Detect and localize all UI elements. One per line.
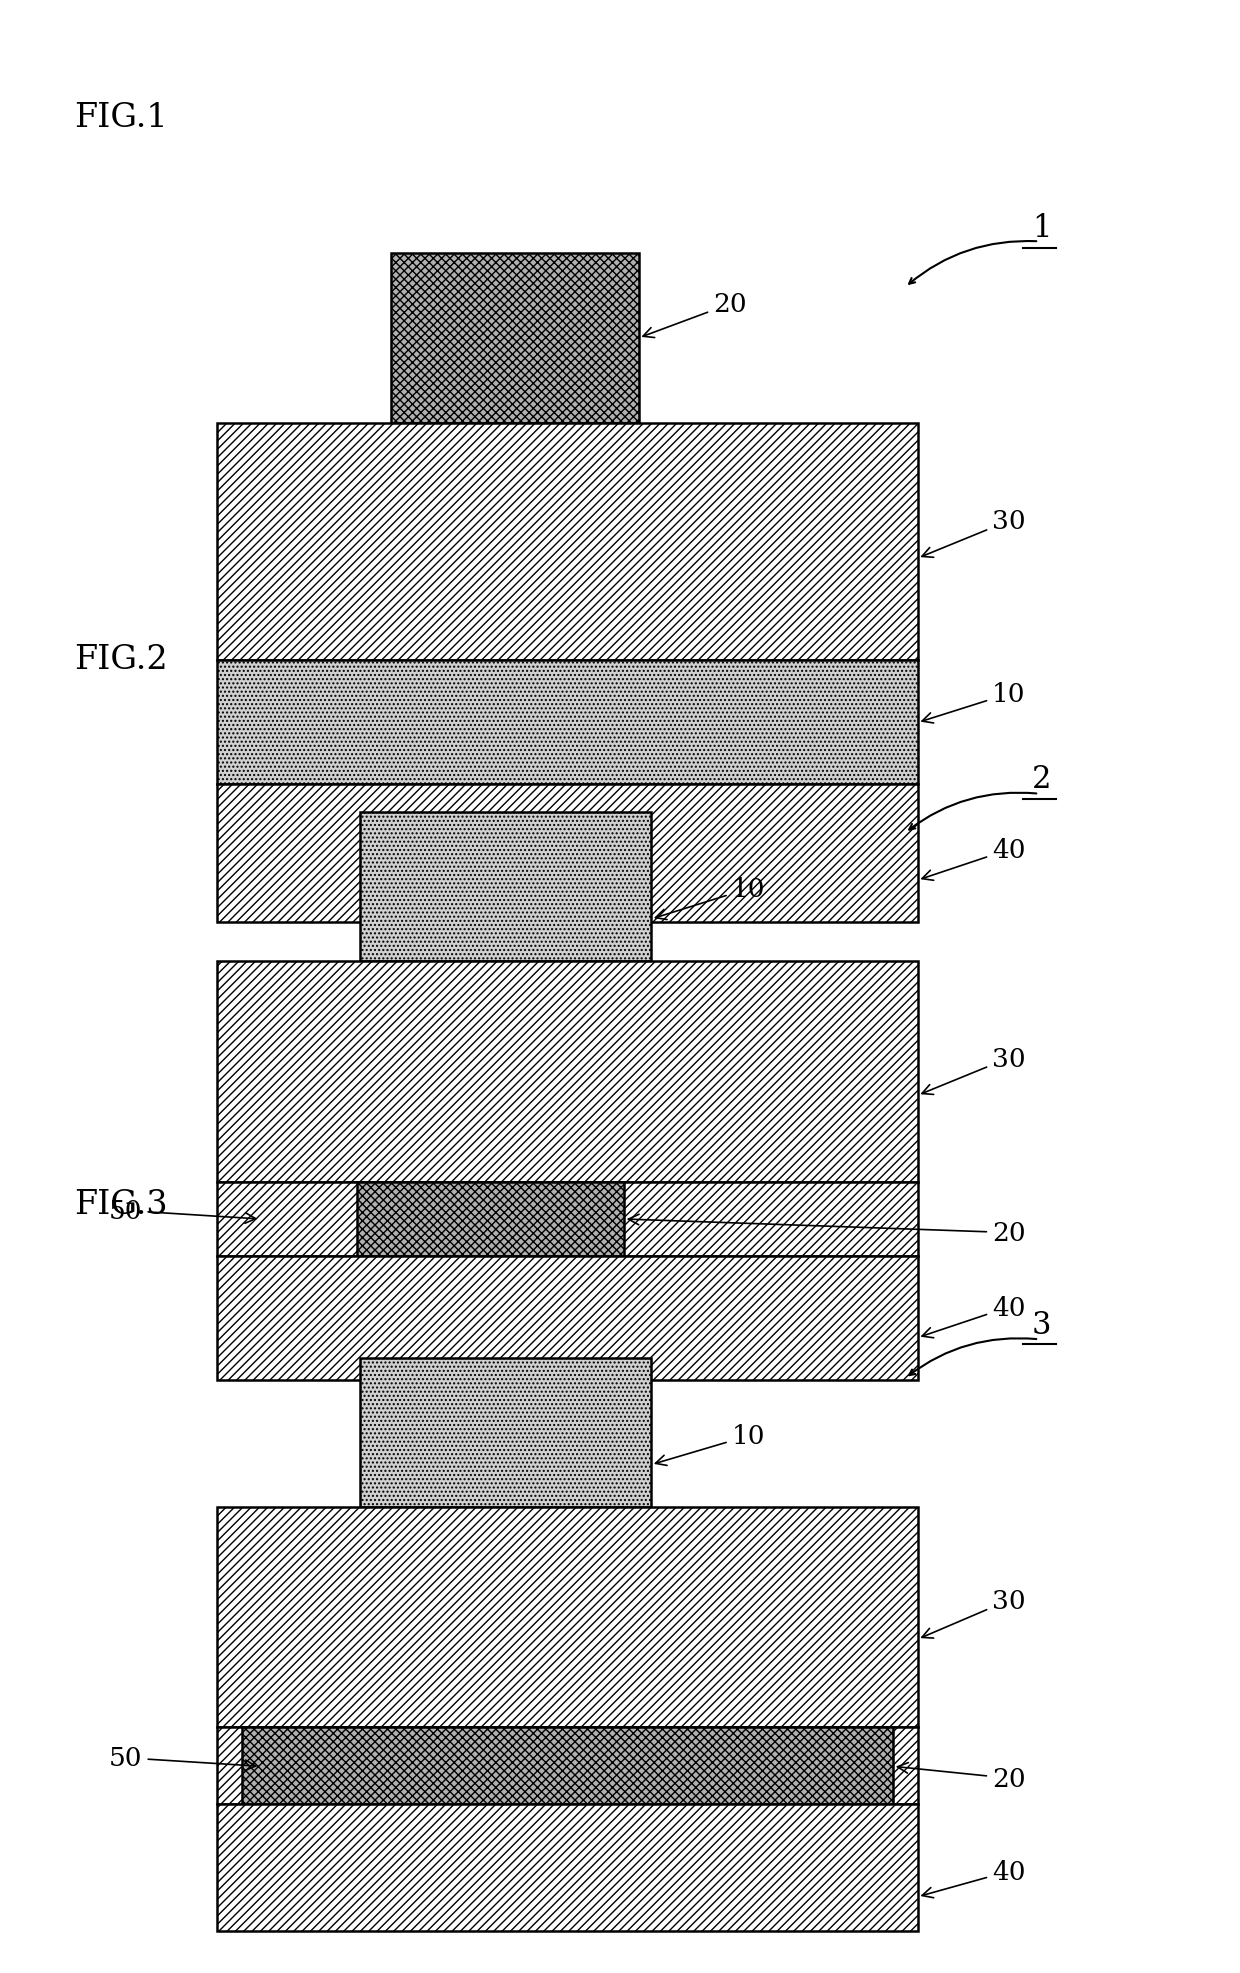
Text: 30: 30 bbox=[921, 1046, 1025, 1095]
Text: 30: 30 bbox=[921, 1588, 1025, 1638]
Text: 40: 40 bbox=[923, 1294, 1025, 1338]
Text: 40: 40 bbox=[923, 1859, 1025, 1898]
Bar bbox=[360, 813, 651, 963]
Bar bbox=[217, 661, 918, 783]
Bar bbox=[217, 424, 918, 661]
Text: 20: 20 bbox=[898, 1762, 1025, 1791]
Bar bbox=[217, 1257, 918, 1381]
Text: 40: 40 bbox=[923, 839, 1025, 880]
Bar bbox=[217, 1728, 918, 1803]
Text: 10: 10 bbox=[656, 1425, 765, 1466]
Text: 10: 10 bbox=[923, 683, 1025, 724]
Text: FIG.1: FIG.1 bbox=[74, 103, 169, 134]
Bar bbox=[217, 783, 918, 923]
Bar bbox=[217, 1507, 918, 1728]
Text: 30: 30 bbox=[921, 509, 1025, 558]
Text: 2: 2 bbox=[1032, 764, 1052, 795]
Bar bbox=[391, 255, 639, 424]
Bar bbox=[217, 963, 918, 1182]
Text: 10: 10 bbox=[656, 876, 765, 919]
Text: FIG.2: FIG.2 bbox=[74, 643, 169, 675]
Text: 20: 20 bbox=[644, 292, 746, 337]
Bar bbox=[360, 1357, 651, 1507]
Text: FIG.3: FIG.3 bbox=[74, 1190, 169, 1221]
Text: 50: 50 bbox=[109, 1198, 255, 1223]
Text: 20: 20 bbox=[629, 1215, 1025, 1245]
Bar bbox=[217, 1803, 918, 1932]
Text: 1: 1 bbox=[1032, 213, 1052, 245]
Text: 3: 3 bbox=[1032, 1308, 1052, 1340]
Bar bbox=[242, 1728, 893, 1803]
Bar bbox=[217, 1182, 918, 1257]
Text: 50: 50 bbox=[109, 1746, 255, 1770]
Bar bbox=[357, 1182, 624, 1257]
